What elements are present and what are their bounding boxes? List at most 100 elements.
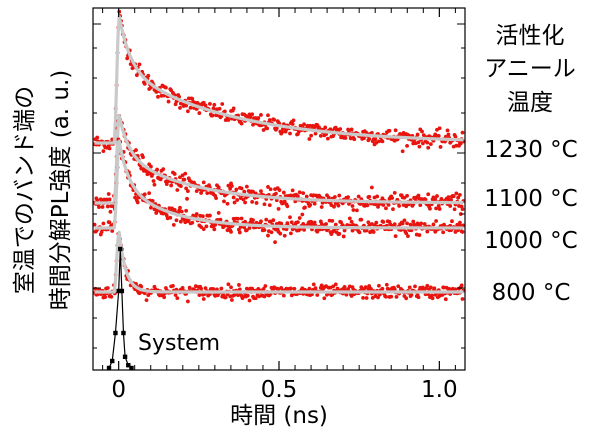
data-point (262, 294, 267, 299)
data-point (349, 127, 354, 132)
data-point (446, 132, 451, 137)
data-point (194, 189, 199, 194)
data-point (175, 296, 180, 300)
data-point (247, 226, 252, 230)
data-point (185, 196, 189, 201)
data-point (339, 220, 343, 225)
data-point (312, 220, 317, 225)
data-point (453, 230, 458, 234)
data-point (350, 228, 355, 233)
data-point (251, 122, 255, 127)
data-point (259, 189, 263, 194)
data-point (288, 215, 292, 220)
data-point (460, 230, 465, 234)
system-point (106, 365, 112, 371)
system-point (121, 330, 126, 336)
data-point (460, 297, 465, 301)
series-label-1100: 1100 °C (484, 186, 577, 212)
data-point (105, 204, 110, 209)
data-point (371, 230, 376, 234)
data-point (178, 219, 183, 224)
data-point (297, 216, 302, 220)
data-point (199, 225, 204, 229)
data-point (261, 286, 266, 291)
data-point (251, 218, 255, 222)
data-point (92, 222, 97, 227)
data-point (230, 184, 234, 188)
data-point (333, 222, 338, 227)
data-point (413, 284, 417, 289)
data-point (266, 113, 270, 118)
data-point (155, 209, 160, 213)
data-point (380, 286, 385, 291)
data-point (137, 62, 142, 67)
data-point (366, 220, 371, 225)
data-point (212, 102, 217, 107)
data-point (396, 284, 401, 289)
data-point (155, 167, 160, 172)
x-axis-label: 時間 (ns) (230, 403, 328, 429)
legend-title-line1: 活性化 (496, 23, 565, 49)
data-point (303, 205, 307, 210)
data-point (290, 122, 295, 126)
data-point (441, 230, 446, 235)
data-point (169, 183, 174, 188)
data-point (172, 172, 177, 176)
data-point (342, 228, 347, 233)
data-point (290, 188, 295, 193)
data-point (142, 192, 147, 197)
data-point (183, 171, 188, 176)
x-tick-label: 0 (111, 377, 126, 403)
data-point (332, 204, 336, 209)
data-point (451, 194, 456, 199)
data-point (168, 215, 173, 220)
data-point (381, 220, 386, 224)
data-point (296, 220, 300, 225)
data-point (253, 296, 258, 301)
data-point (292, 286, 297, 291)
data-point (243, 200, 248, 205)
x-tick-label: 1.0 (421, 377, 458, 403)
data-point (178, 106, 182, 110)
data-point (254, 201, 259, 205)
data-point (229, 229, 233, 234)
data-point (369, 287, 373, 291)
data-point (111, 204, 115, 209)
series-label-1230: 1230 °C (484, 137, 577, 163)
data-point (404, 231, 409, 236)
data-point (226, 183, 231, 188)
data-point (210, 113, 215, 118)
data-point (446, 195, 451, 200)
data-point (197, 111, 202, 115)
data-point (250, 199, 255, 204)
data-point (239, 186, 244, 191)
data-point (325, 136, 330, 141)
data-point (208, 213, 212, 218)
data-point (279, 221, 284, 226)
data-point (342, 285, 347, 289)
data-point (313, 131, 318, 136)
data-point (162, 295, 167, 300)
data-point (147, 191, 152, 196)
data-point (171, 222, 176, 227)
data-point (245, 293, 250, 298)
data-point (319, 205, 324, 209)
data-point (101, 149, 106, 154)
data-point (231, 106, 236, 111)
data-point (220, 102, 225, 106)
data-point (103, 295, 108, 300)
data-point (431, 222, 436, 227)
data-point (282, 233, 287, 238)
data-point (164, 182, 169, 187)
data-point (364, 296, 369, 300)
data-point (457, 220, 462, 225)
data-point (134, 148, 138, 152)
data-point (311, 282, 316, 287)
data-point (361, 296, 365, 300)
data-point (106, 192, 111, 196)
data-point (322, 296, 327, 301)
data-point (392, 191, 397, 195)
data-point (305, 123, 310, 128)
data-point (236, 293, 240, 297)
data-point (313, 286, 318, 291)
